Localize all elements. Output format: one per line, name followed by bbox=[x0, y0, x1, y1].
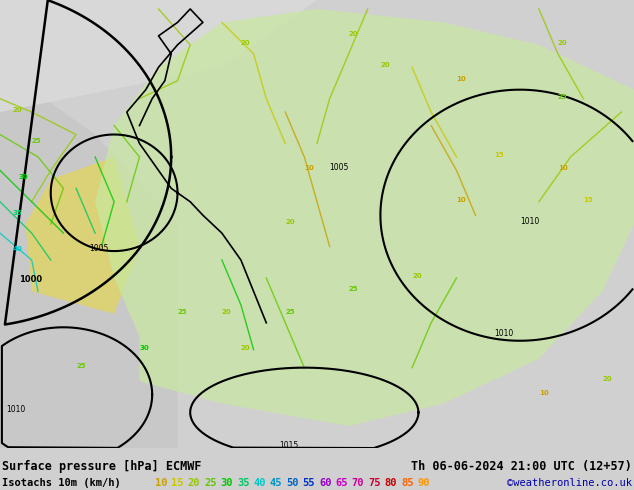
Text: 30: 30 bbox=[221, 478, 233, 488]
Text: 25: 25 bbox=[204, 478, 217, 488]
Text: 25: 25 bbox=[558, 94, 567, 99]
Text: Isotachs 10m (km/h): Isotachs 10m (km/h) bbox=[2, 478, 127, 488]
Text: 85: 85 bbox=[401, 478, 413, 488]
Text: 35: 35 bbox=[237, 478, 250, 488]
Text: 55: 55 bbox=[302, 478, 315, 488]
Text: 20: 20 bbox=[241, 40, 250, 46]
Text: 20: 20 bbox=[13, 107, 22, 113]
Text: 35: 35 bbox=[13, 210, 22, 216]
Text: 15: 15 bbox=[583, 197, 593, 203]
Text: 20: 20 bbox=[349, 31, 358, 37]
Text: 1010: 1010 bbox=[520, 217, 539, 226]
Text: 10: 10 bbox=[539, 390, 548, 395]
Text: 65: 65 bbox=[335, 478, 348, 488]
Text: 50: 50 bbox=[286, 478, 299, 488]
Text: 1015: 1015 bbox=[279, 441, 298, 450]
Text: 45: 45 bbox=[270, 478, 282, 488]
Text: 90: 90 bbox=[417, 478, 430, 488]
Text: 10: 10 bbox=[155, 478, 167, 488]
Text: 10: 10 bbox=[456, 75, 466, 82]
Text: 1005: 1005 bbox=[89, 244, 108, 253]
Text: 20: 20 bbox=[222, 309, 231, 315]
Text: 30: 30 bbox=[139, 344, 149, 351]
Text: 70: 70 bbox=[352, 478, 365, 488]
Text: 25: 25 bbox=[285, 309, 295, 315]
Text: 20: 20 bbox=[188, 478, 200, 488]
Text: 75: 75 bbox=[368, 478, 380, 488]
Text: 20: 20 bbox=[602, 376, 612, 382]
Text: 40: 40 bbox=[13, 246, 23, 252]
Text: Th 06-06-2024 21:00 UTC (12+57): Th 06-06-2024 21:00 UTC (12+57) bbox=[411, 460, 632, 472]
Text: 1010: 1010 bbox=[495, 329, 514, 338]
Text: 1005: 1005 bbox=[330, 163, 349, 172]
Text: Surface pressure [hPa] ECMWF: Surface pressure [hPa] ECMWF bbox=[2, 460, 202, 472]
Text: 40: 40 bbox=[254, 478, 266, 488]
Text: 1010: 1010 bbox=[6, 406, 25, 415]
Text: 20: 20 bbox=[241, 344, 250, 351]
Text: 80: 80 bbox=[385, 478, 397, 488]
Polygon shape bbox=[0, 0, 178, 448]
Text: 20: 20 bbox=[558, 40, 567, 46]
Text: 25: 25 bbox=[349, 287, 358, 293]
Text: 20: 20 bbox=[285, 219, 295, 225]
Text: 25: 25 bbox=[32, 139, 41, 145]
Text: ©weatheronline.co.uk: ©weatheronline.co.uk bbox=[507, 478, 632, 488]
Text: 10: 10 bbox=[558, 165, 567, 172]
Text: 25: 25 bbox=[178, 309, 187, 315]
Text: 20: 20 bbox=[380, 62, 390, 68]
Text: 20: 20 bbox=[412, 273, 422, 279]
Text: 15: 15 bbox=[495, 152, 504, 158]
Text: 60: 60 bbox=[319, 478, 332, 488]
Text: 25: 25 bbox=[76, 363, 86, 368]
Polygon shape bbox=[25, 157, 139, 314]
Polygon shape bbox=[0, 0, 317, 112]
Text: 15: 15 bbox=[171, 478, 184, 488]
Text: 1000: 1000 bbox=[19, 275, 42, 285]
Text: 10: 10 bbox=[304, 165, 314, 172]
Text: 10: 10 bbox=[456, 197, 466, 203]
Polygon shape bbox=[95, 9, 634, 426]
Text: 30: 30 bbox=[19, 174, 29, 180]
